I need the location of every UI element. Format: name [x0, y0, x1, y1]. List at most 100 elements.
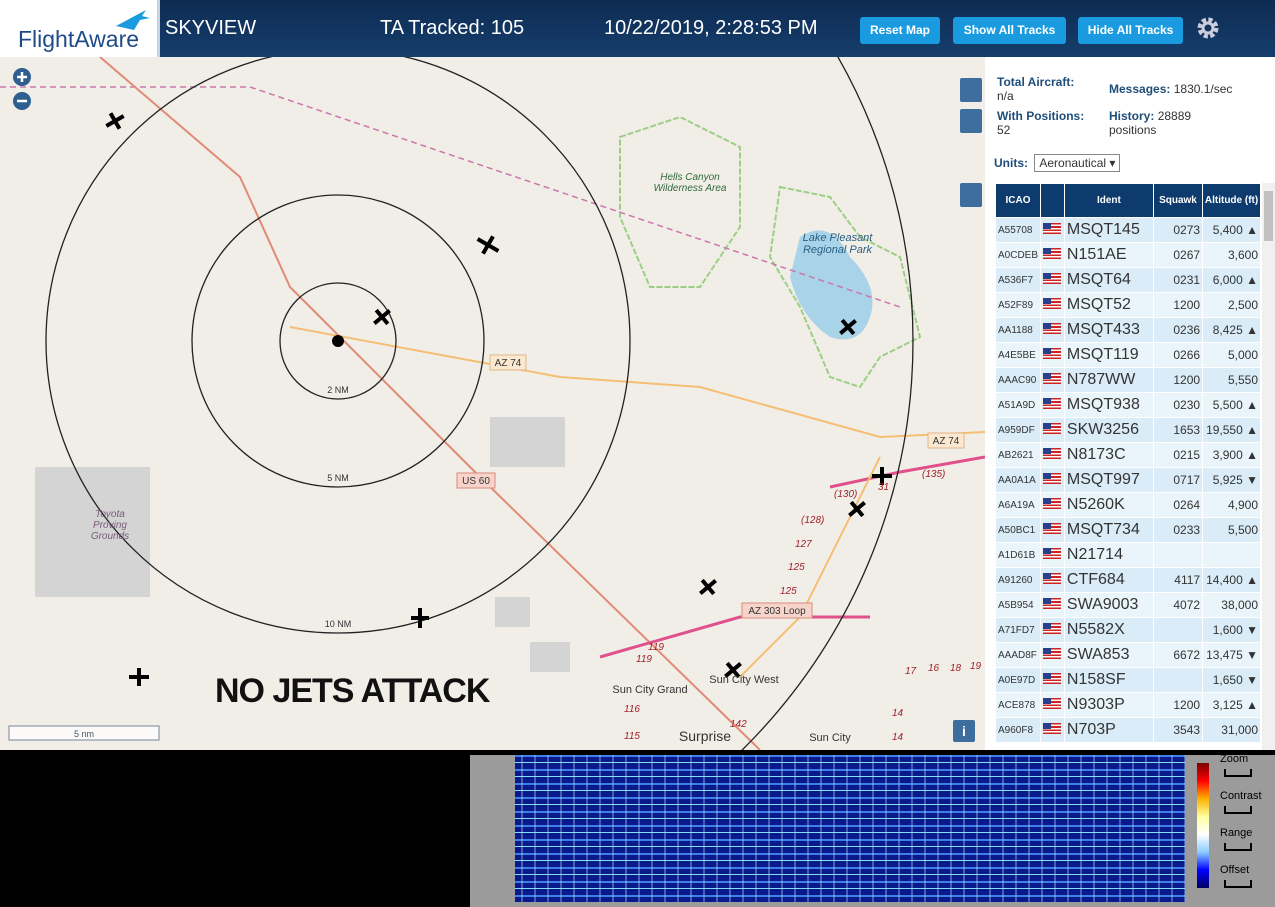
- column-header[interactable]: Squawk: [1152, 183, 1204, 218]
- units-select[interactable]: Aeronautical ▾: [1034, 154, 1121, 172]
- hide-tracks-button[interactable]: Hide All Tracks: [1078, 17, 1183, 44]
- ident: MSQT997: [1063, 467, 1154, 493]
- route-number: 119: [636, 654, 652, 665]
- icao: A55708: [994, 217, 1042, 243]
- route-number: 125: [788, 562, 805, 573]
- colorbar: [1197, 763, 1209, 888]
- altitude-value: 13,475: [1206, 648, 1243, 662]
- flag: [1040, 492, 1065, 518]
- icao: A0E97D: [994, 667, 1042, 693]
- sidebar: Total Aircraft: n/a Messages: 1830.1/sec …: [985, 57, 1275, 750]
- altitude: 5,500 ▲: [1202, 392, 1261, 418]
- aircraft-row[interactable]: A0E97D N158SF 1,650 ▼: [994, 667, 1261, 693]
- aircraft-row[interactable]: AB2621 N8173C 0215 3,900 ▲: [994, 442, 1261, 468]
- icao: A71FD7: [994, 617, 1042, 643]
- stat-label: Total Aircraft:: [997, 75, 1075, 89]
- aircraft-row[interactable]: A536F7 MSQT64 0231 6,000 ▲: [994, 267, 1261, 293]
- ident: MSQT119: [1063, 342, 1154, 368]
- flag: [1040, 592, 1065, 618]
- aircraft-row[interactable]: AA0A1A MSQT997 0717 5,925 ▼: [994, 467, 1261, 493]
- spectrum-panel: Zoom Contrast Range Offset: [470, 753, 1275, 907]
- aircraft-row[interactable]: A960F8 N703P 3543 31,000: [994, 717, 1261, 743]
- aircraft-row[interactable]: A4E5BE MSQT119 0266 5,000: [994, 342, 1261, 368]
- flag: [1040, 617, 1065, 643]
- aircraft-row[interactable]: A5B954 SWA9003 4072 38,000: [994, 592, 1261, 618]
- flag: [1040, 342, 1065, 368]
- ident: N5260K: [1063, 492, 1154, 518]
- aircraft-row[interactable]: A50BC1 MSQT734 0233 5,500: [994, 517, 1261, 543]
- logo-text: FlightAware: [18, 26, 140, 52]
- aircraft-row[interactable]: A71FD7 N5582X 1,600 ▼: [994, 617, 1261, 643]
- aircraft-row[interactable]: AA1188 MSQT433 0236 8,425 ▲: [994, 317, 1261, 343]
- ring-label: 5 NM: [327, 473, 349, 483]
- icao: AAAC90: [994, 367, 1042, 393]
- units-value: Aeronautical: [1039, 156, 1107, 170]
- altitude-value: 5,400: [1212, 223, 1243, 237]
- aircraft-row[interactable]: A91260 CTF684 4117 14,400 ▲: [994, 567, 1261, 593]
- altitude: 5,400 ▲: [1202, 217, 1261, 243]
- stat-label: History:: [1109, 109, 1155, 123]
- flag: [1040, 542, 1065, 568]
- ident: N703P: [1063, 717, 1154, 743]
- control-label: Contrast: [1220, 790, 1262, 802]
- aircraft-row[interactable]: A1D61B N21714: [994, 542, 1261, 568]
- logo[interactable]: FlightAware: [0, 0, 160, 57]
- info-button[interactable]: i: [962, 723, 966, 739]
- route-number: 142: [730, 719, 747, 730]
- control-slider[interactable]: [1224, 769, 1252, 777]
- aircraft-row[interactable]: AAAD8F SWA853 6672 13,475 ▼: [994, 642, 1261, 668]
- squawk: 0264: [1152, 492, 1204, 518]
- tracked: TA Tracked: 105: [380, 17, 525, 39]
- show-tracks-button[interactable]: Show All Tracks: [953, 17, 1066, 44]
- altitude-value: 3,600: [1227, 248, 1258, 262]
- altitude-value: 8,425: [1212, 323, 1243, 337]
- flag: [1040, 317, 1065, 343]
- altitude-value: 31,000: [1221, 723, 1258, 737]
- squawk: 0717: [1152, 467, 1204, 493]
- column-header[interactable]: ICAO: [994, 183, 1042, 218]
- altitude-value: 3,900: [1212, 448, 1243, 462]
- altitude-trend: ▲: [1246, 423, 1258, 437]
- flag: [1040, 567, 1065, 593]
- aircraft-row[interactable]: ACE878 N9303P 1200 3,125 ▲: [994, 692, 1261, 718]
- control-slider[interactable]: [1224, 843, 1252, 851]
- altitude: 5,925 ▼: [1202, 467, 1261, 493]
- map-tools[interactable]: [960, 78, 982, 207]
- ident: SKW3256: [1063, 417, 1154, 443]
- flag: [1040, 267, 1065, 293]
- altitude: 14,400 ▲: [1202, 567, 1261, 593]
- aircraft-row[interactable]: A959DF SKW3256 1653 19,550 ▲: [994, 417, 1261, 443]
- settings-icon[interactable]: [1196, 16, 1220, 40]
- aircraft-row[interactable]: A52F89 MSQT52 1200 2,500: [994, 292, 1261, 318]
- altitude-trend: ▲: [1246, 323, 1258, 337]
- aircraft-row[interactable]: A0CDEB N151AE 0267 3,600: [994, 242, 1261, 268]
- route-number: 31: [878, 482, 889, 493]
- icao: A52F89: [994, 292, 1042, 318]
- stat-value: 52: [997, 123, 1011, 137]
- column-header[interactable]: Altitude (ft): [1202, 183, 1261, 218]
- altitude-trend: ▲: [1246, 223, 1258, 237]
- aircraft-row[interactable]: A6A19A N5260K 0264 4,900: [994, 492, 1261, 518]
- zoom-controls[interactable]: [13, 68, 31, 110]
- altitude: [1202, 542, 1261, 568]
- aircraft-row[interactable]: A55708 MSQT145 0273 5,400 ▲: [994, 217, 1261, 243]
- control-slider[interactable]: [1224, 806, 1252, 814]
- altitude-value: 14,400: [1206, 573, 1243, 587]
- icao: ACE878: [994, 692, 1042, 718]
- control-slider[interactable]: [1224, 880, 1252, 888]
- icao: A1D61B: [994, 542, 1042, 568]
- icao: AAAD8F: [994, 642, 1042, 668]
- ident: N8173C: [1063, 442, 1154, 468]
- icao: A6A19A: [994, 492, 1042, 518]
- map[interactable]: Hells Canyon Wilderness Area Lake Pleasa…: [0, 57, 985, 750]
- altitude: 5,500: [1202, 517, 1261, 543]
- aircraft-row[interactable]: AAAC90 N787WW 1200 5,550: [994, 367, 1261, 393]
- logo-plane: [116, 10, 150, 30]
- squawk: 1200: [1152, 292, 1204, 318]
- reset-map-button[interactable]: Reset Map: [860, 17, 940, 44]
- aircraft-row[interactable]: A51A9D MSQT938 0230 5,500 ▲: [994, 392, 1261, 418]
- altitude-value: 1,600: [1212, 623, 1243, 637]
- route-number: 14: [892, 708, 904, 719]
- scrollbar[interactable]: [1262, 183, 1275, 750]
- column-header[interactable]: Ident: [1063, 183, 1154, 218]
